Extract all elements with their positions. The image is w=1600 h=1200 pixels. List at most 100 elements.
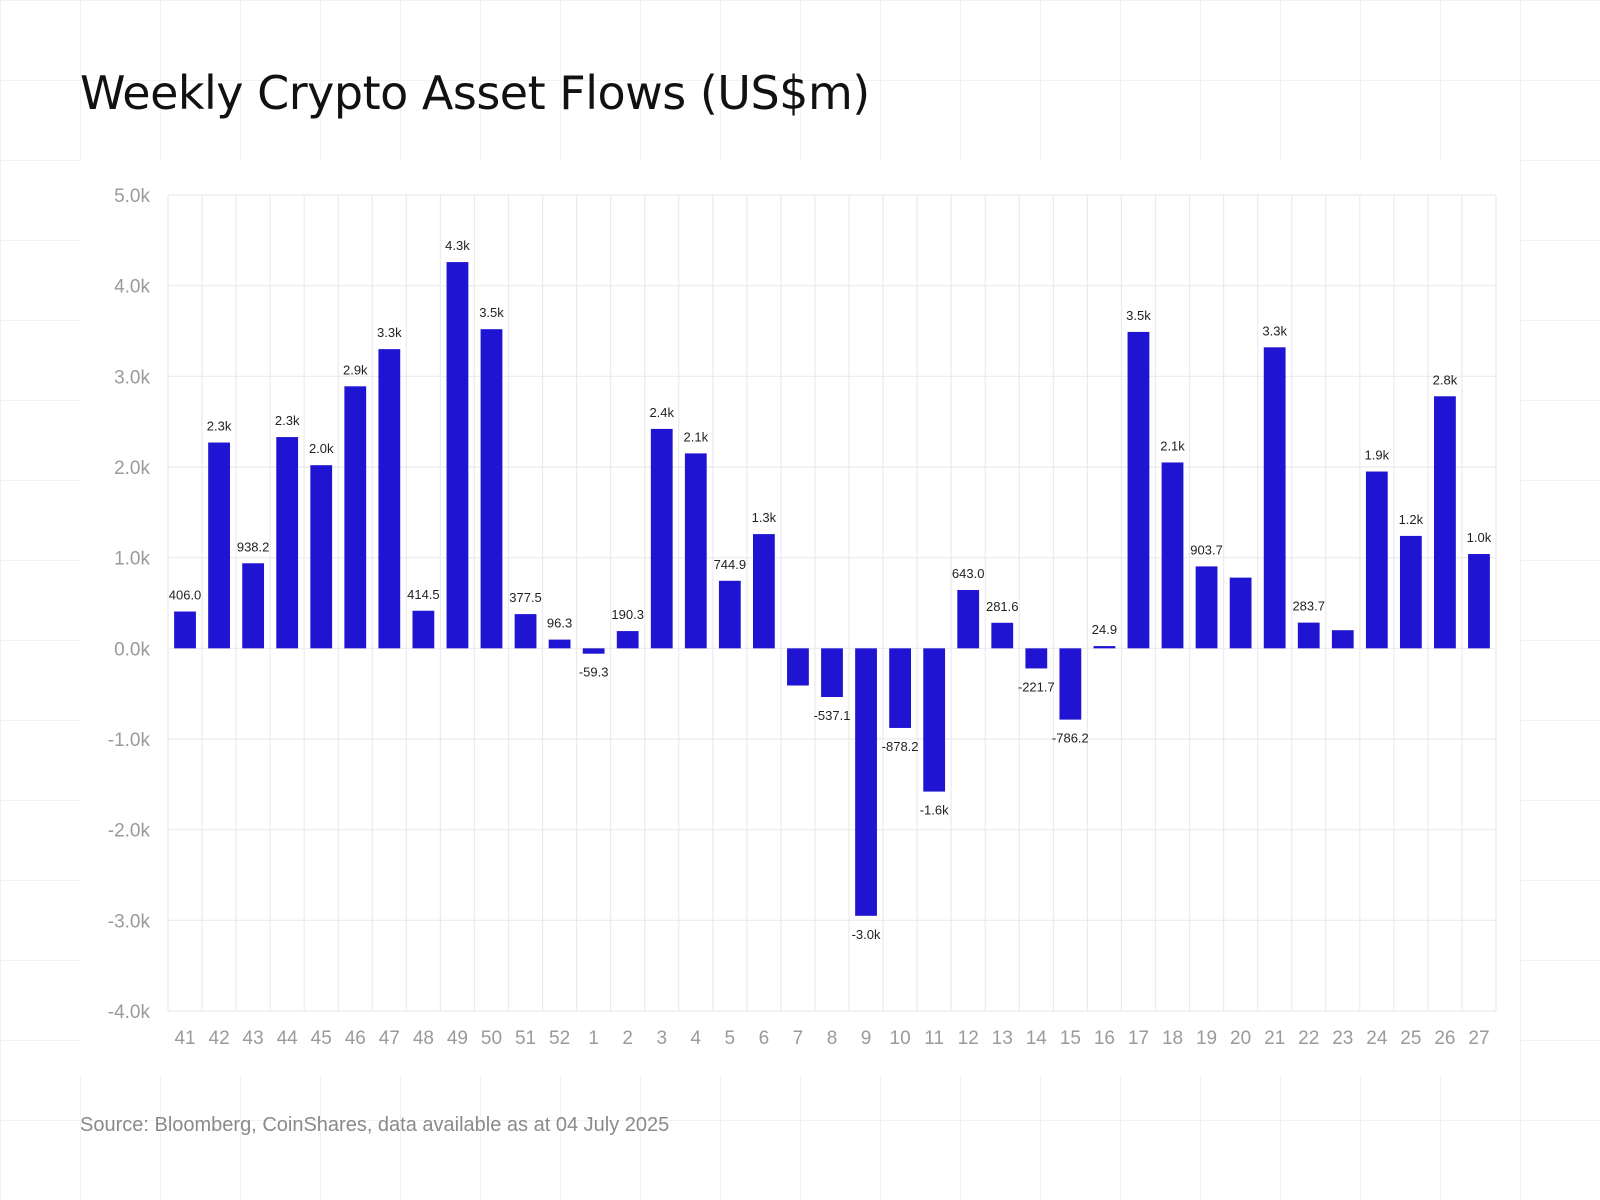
x-tick-label: 50 bbox=[481, 1028, 502, 1049]
y-tick-label: 0.0k bbox=[114, 639, 150, 660]
axis-label-layer: -4.0k -3.0k -2.0k -1.0k 0.0k 1.0k 2.0k 3.0k 4.0k… bbox=[108, 186, 1490, 1049]
data-label: -1.6k bbox=[920, 803, 949, 818]
x-tick-label: 45 bbox=[311, 1028, 332, 1049]
x-tick-label: 10 bbox=[890, 1028, 911, 1049]
y-tick-label: -4.0k bbox=[108, 1002, 151, 1023]
x-tick-label: 7 bbox=[793, 1028, 804, 1049]
data-label: -537.1 bbox=[814, 708, 851, 723]
bar bbox=[684, 453, 707, 649]
x-tick-label: 52 bbox=[549, 1028, 570, 1049]
bar bbox=[787, 648, 809, 686]
x-tick-label: 11 bbox=[924, 1028, 944, 1049]
bar bbox=[412, 610, 435, 649]
x-tick-label: 25 bbox=[1400, 1028, 1421, 1049]
bar bbox=[1059, 648, 1082, 720]
bar bbox=[1161, 462, 1184, 649]
bar bbox=[1399, 535, 1422, 649]
bar bbox=[446, 262, 469, 649]
x-tick-label: 17 bbox=[1128, 1028, 1149, 1049]
bar-layer bbox=[174, 262, 1490, 916]
bar bbox=[514, 614, 537, 649]
y-tick-label: 3.0k bbox=[114, 367, 150, 388]
bar bbox=[344, 386, 367, 649]
chart-title: Weekly Crypto Asset Flows (US$m) bbox=[80, 66, 870, 120]
bar bbox=[821, 648, 843, 698]
y-tick-label: 2.0k bbox=[114, 458, 150, 479]
x-tick-label: 49 bbox=[447, 1028, 468, 1049]
x-tick-label: 21 bbox=[1264, 1028, 1285, 1049]
bar bbox=[1263, 347, 1286, 649]
bar bbox=[1468, 554, 1490, 649]
data-label: 3.5k bbox=[479, 305, 504, 320]
data-label: 3.5k bbox=[1126, 308, 1151, 323]
y-tick-label: -1.0k bbox=[108, 730, 151, 751]
data-label: 2.1k bbox=[1160, 438, 1185, 453]
x-tick-label: 9 bbox=[861, 1028, 872, 1049]
bar bbox=[616, 631, 639, 649]
x-tick-label: 8 bbox=[827, 1028, 838, 1049]
y-tick-label: -3.0k bbox=[108, 911, 151, 932]
x-tick-label: 26 bbox=[1434, 1028, 1455, 1049]
x-tick-label: 47 bbox=[379, 1028, 400, 1049]
bar bbox=[991, 622, 1014, 649]
data-label: 190.3 bbox=[611, 607, 644, 622]
bar bbox=[310, 465, 333, 649]
x-tick-label: 13 bbox=[992, 1028, 1013, 1049]
bar bbox=[174, 611, 196, 649]
y-tick-label: 5.0k bbox=[114, 186, 150, 207]
data-label: 938.2 bbox=[237, 539, 270, 554]
data-label: 377.5 bbox=[509, 590, 542, 605]
x-tick-label: 1 bbox=[588, 1028, 599, 1049]
x-tick-label: 5 bbox=[725, 1028, 736, 1049]
bar bbox=[242, 563, 265, 649]
x-tick-label: 16 bbox=[1094, 1028, 1115, 1049]
bar bbox=[1365, 471, 1388, 649]
bar bbox=[718, 580, 741, 649]
data-label: 2.1k bbox=[684, 429, 709, 444]
x-tick-label: 51 bbox=[515, 1028, 536, 1049]
data-label: -59.3 bbox=[579, 665, 609, 680]
data-label: 3.3k bbox=[1262, 323, 1287, 338]
data-label: 24.9 bbox=[1092, 622, 1117, 637]
data-label: 281.6 bbox=[986, 599, 1019, 614]
data-label: 406.0 bbox=[169, 588, 202, 603]
x-tick-label: 15 bbox=[1060, 1028, 1081, 1049]
x-tick-label: 20 bbox=[1230, 1028, 1251, 1049]
x-tick-label: 22 bbox=[1298, 1028, 1319, 1049]
data-label: 1.2k bbox=[1399, 512, 1424, 527]
x-tick-label: 4 bbox=[691, 1028, 702, 1049]
bar bbox=[1195, 566, 1218, 649]
y-tick-label: -2.0k bbox=[108, 821, 151, 842]
x-tick-label: 19 bbox=[1196, 1028, 1217, 1049]
data-label: 283.7 bbox=[1292, 599, 1325, 614]
data-label: 2.9k bbox=[343, 362, 368, 377]
bar bbox=[208, 442, 230, 649]
bar bbox=[1025, 648, 1048, 669]
bar bbox=[1297, 622, 1320, 649]
y-tick-label: 1.0k bbox=[114, 549, 150, 570]
data-label: -786.2 bbox=[1052, 731, 1089, 746]
bar bbox=[1434, 396, 1456, 649]
data-label: 3.3k bbox=[377, 325, 402, 340]
data-label: 2.3k bbox=[207, 419, 232, 434]
data-label-layer: 406.0 2.3k 938.2 2.3k 2.0k 2.9k 3.3k 414.5 4.3k 3… bbox=[169, 238, 1492, 942]
bar bbox=[480, 329, 503, 649]
data-label: 2.4k bbox=[649, 405, 674, 420]
bar bbox=[923, 648, 946, 792]
data-label: -3.0k bbox=[852, 927, 881, 942]
data-label: 2.8k bbox=[1433, 372, 1458, 387]
data-label: -878.2 bbox=[882, 739, 919, 754]
data-label: 4.3k bbox=[445, 238, 470, 253]
x-tick-label: 3 bbox=[656, 1028, 667, 1049]
x-tick-label: 43 bbox=[243, 1028, 264, 1049]
x-tick-label: 41 bbox=[174, 1028, 195, 1049]
data-label: -221.7 bbox=[1018, 679, 1055, 694]
x-tick-label: 46 bbox=[345, 1028, 366, 1049]
y-tick-label: 4.0k bbox=[114, 277, 150, 298]
bar bbox=[650, 428, 673, 649]
x-tick-label: 14 bbox=[1026, 1028, 1048, 1049]
bar bbox=[378, 349, 401, 649]
bar-chart: 406.0 2.3k 938.2 2.3k 2.0k 2.9k 3.3k 414.5 4.3k 3… bbox=[108, 186, 1497, 1049]
bar bbox=[1331, 630, 1354, 649]
data-label: 2.0k bbox=[309, 441, 334, 456]
